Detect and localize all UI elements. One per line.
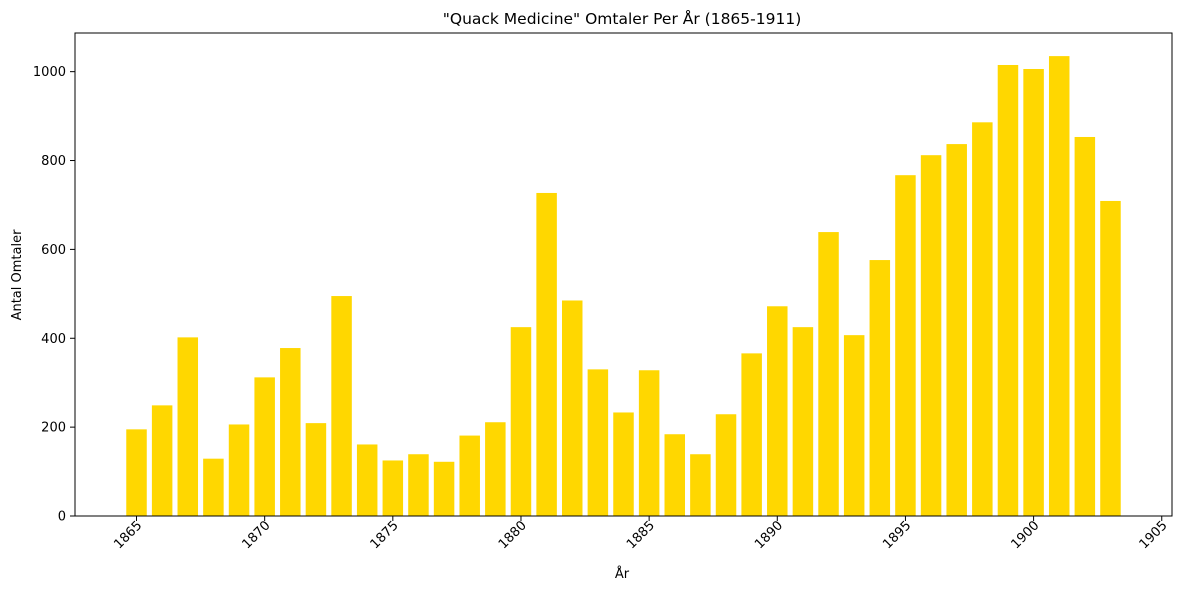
bar-1901 [1048,56,1070,517]
bar-1868 [203,458,224,516]
bar-1882 [561,300,583,516]
bar-1891 [792,327,814,516]
bar-1865 [126,429,147,516]
y-tick-label-1000: 1000 [33,65,66,80]
bar-1887 [690,454,711,516]
bar-1884 [613,412,634,516]
y-tick-label-600: 600 [41,243,66,258]
bar-1870 [254,377,275,516]
bar-1888 [715,414,737,516]
y-tick-label-400: 400 [41,332,66,347]
bar-1900 [1023,68,1044,517]
x-tick-label-1875: 1875 [368,518,402,552]
bar-1894 [869,260,891,516]
bar-1903 [1100,200,1121,516]
x-tick-label-1885: 1885 [624,518,658,552]
x-tick-label-1890: 1890 [752,518,786,552]
bar-1902 [1074,136,1096,517]
bar-1899 [997,64,1019,517]
bar-1871 [280,348,301,516]
chart-title: "Quack Medicine" Omtaler Per År (1865-19… [443,9,802,28]
bar-1869 [228,424,250,516]
y-tick-label-800: 800 [41,154,66,169]
bar-1895 [895,175,916,516]
y-tick-label-0: 0 [58,510,66,525]
bar-1896 [920,155,942,516]
x-tick-label-1880: 1880 [496,518,530,552]
bar-1879 [485,422,506,516]
y-axis-label: Antal Omtaler [10,229,25,321]
bar-1875 [382,460,404,516]
bar-1874 [356,444,378,516]
bar-1873 [331,296,352,516]
bar-1897 [946,144,967,516]
x-tick-label-1905: 1905 [1137,518,1171,552]
bar-1898 [972,122,993,516]
x-tick-label-1870: 1870 [239,518,273,552]
x-tick-label-1895: 1895 [880,518,914,552]
bar-1872 [305,423,327,516]
bar-1889 [741,353,762,516]
bar-1877 [433,461,455,516]
plot-frame [74,32,1173,517]
bar-1881 [536,192,557,516]
bar-1893 [843,335,865,516]
bar-1878 [459,435,480,516]
bar-1886 [664,434,686,516]
bar-1885 [638,370,660,516]
x-axis-ticks: 1865 1870 1875 1880 1885 1890 1895 1900 1905 [111,516,1171,552]
x-axis-label: År [615,566,630,582]
bar-1892 [818,232,839,516]
bar-1866 [151,405,173,516]
bar-1883 [587,369,609,516]
bars-group [126,56,1121,517]
bar-1867 [177,337,199,516]
y-tick-label-200: 200 [41,421,66,436]
x-tick-label-1900: 1900 [1008,518,1042,552]
x-tick-label-1865: 1865 [111,518,145,552]
y-axis-ticks: 0 200 400 600 800 1000 [33,65,75,525]
bar-1876 [408,454,429,516]
bar-1880 [510,327,532,516]
bar-1890 [767,306,788,516]
